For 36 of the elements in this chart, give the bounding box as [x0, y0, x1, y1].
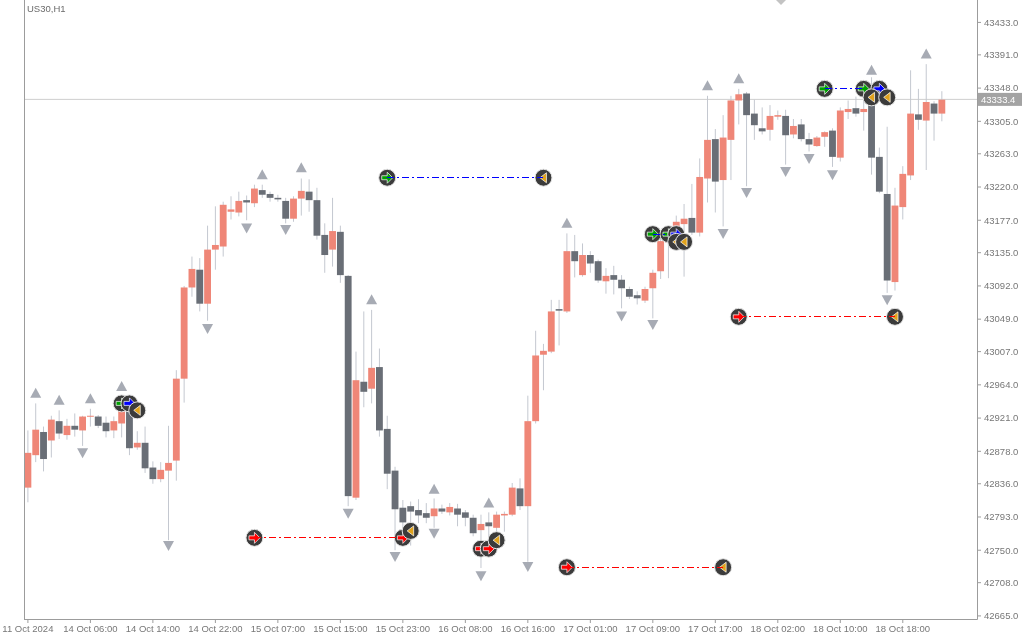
y-tick-label: 42665.0 [984, 610, 1019, 622]
y-tick-label: 42793.0 [984, 511, 1019, 523]
y-tick-label: 42921.0 [984, 412, 1019, 424]
x-tick-label: 18 Oct 02:00 [750, 623, 806, 634]
y-tick-label: 43049.0 [984, 313, 1019, 325]
x-tick-label: 18 Oct 10:00 [813, 623, 868, 634]
y-tick-label: 43007.0 [984, 345, 1019, 357]
y-tick-label: 43263.0 [984, 148, 1019, 160]
x-tick-label: 14 Oct 22:00 [188, 623, 243, 634]
chart-title: US30,H1 [27, 3, 66, 14]
y-tick-label: 43220.0 [984, 181, 1019, 193]
y-tick-label: 43348.0 [984, 82, 1019, 94]
x-tick-label: 16 Oct 08:00 [438, 623, 493, 634]
x-tick-label: 14 Oct 14:00 [125, 623, 181, 634]
y-tick-label: 43433.0 [984, 16, 1019, 28]
x-tick-label: 17 Oct 17:00 [688, 623, 743, 634]
y-tick-label: 43305.0 [984, 115, 1019, 127]
y-tick-label: 42964.0 [984, 379, 1019, 391]
x-tick-label: 15 Oct 07:00 [250, 623, 306, 634]
x-tick-label: 15 Oct 23:00 [375, 623, 431, 634]
x-tick-label: 18 Oct 18:00 [875, 623, 930, 634]
x-tick-label: 17 Oct 01:00 [563, 623, 618, 634]
x-tick-label: 11 Oct 2024 [2, 623, 54, 634]
x-tick-label: 15 Oct 15:00 [313, 623, 368, 634]
ref-line-label: 43333.4 [981, 93, 1016, 105]
y-tick-label: 43391.0 [984, 49, 1019, 61]
x-tick-label: 16 Oct 16:00 [500, 623, 556, 634]
y-tick-label: 42836.0 [984, 478, 1019, 490]
y-tick-label: 42708.0 [984, 577, 1019, 588]
y-tick-label: 43177.0 [984, 214, 1019, 226]
x-tick-label: 14 Oct 06:00 [63, 623, 118, 634]
x-tick-label: 17 Oct 09:00 [625, 623, 681, 634]
y-tick-label: 43092.0 [984, 280, 1019, 292]
y-tick-label: 43135.0 [984, 247, 1019, 259]
y-tick-label: 42750.0 [984, 544, 1019, 556]
y-tick-label: 42878.0 [984, 445, 1019, 457]
